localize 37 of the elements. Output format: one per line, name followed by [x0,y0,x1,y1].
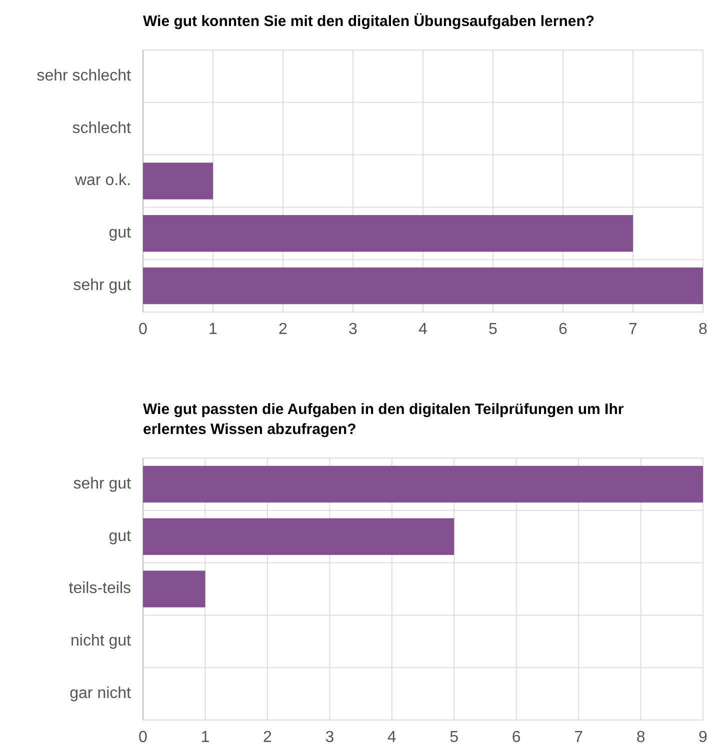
bar [143,570,206,608]
y-tick-label: sehr schlecht [36,67,132,84]
bar [143,267,703,304]
x-tick-label: 0 [138,729,148,746]
x-tick-label: 4 [418,321,428,338]
x-tick-label: 8 [698,321,708,338]
x-tick-label: 1 [200,729,210,746]
y-tick-label: schlecht [72,120,132,137]
x-tick-label: 4 [387,729,396,746]
chart-title: Wie gut konnten Sie mit den digitalen Übungsaufgaben lernen? [143,13,595,30]
y-tick-label: teils-teils [68,580,131,598]
x-tick-label: 6 [512,729,521,746]
x-tick-label: 5 [450,729,459,746]
bar [143,215,633,252]
x-tick-label: 7 [574,729,584,746]
x-tick-label: 6 [558,321,568,338]
x-tick-label: 2 [278,321,288,338]
x-tick-label: 7 [628,321,638,338]
chart-title: Wie gut passten die Aufgaben in den digitalen Teilprüfungen um Ihr erlerntes Wissen abzufragen? [143,401,624,438]
y-tick-label: gut [108,528,132,545]
bar [143,162,213,200]
bar [143,518,454,555]
x-tick-label: 9 [698,729,708,746]
x-tick-label: 0 [138,321,148,338]
y-tick-label: nicht gut [70,632,132,650]
y-tick-label: sehr gut [73,277,132,294]
x-tick-label: 3 [325,729,334,746]
x-tick-label: 3 [348,321,358,338]
bar [143,466,703,503]
y-tick-label: gar nicht [70,685,132,702]
y-tick-label: gut [108,224,132,242]
x-tick-label: 5 [488,321,498,338]
y-tick-label: sehr gut [73,475,132,492]
x-tick-label: 2 [262,729,272,746]
y-tick-label: war o.k. [74,172,131,190]
x-tick-label: 1 [208,321,218,338]
x-tick-label: 8 [636,729,646,746]
